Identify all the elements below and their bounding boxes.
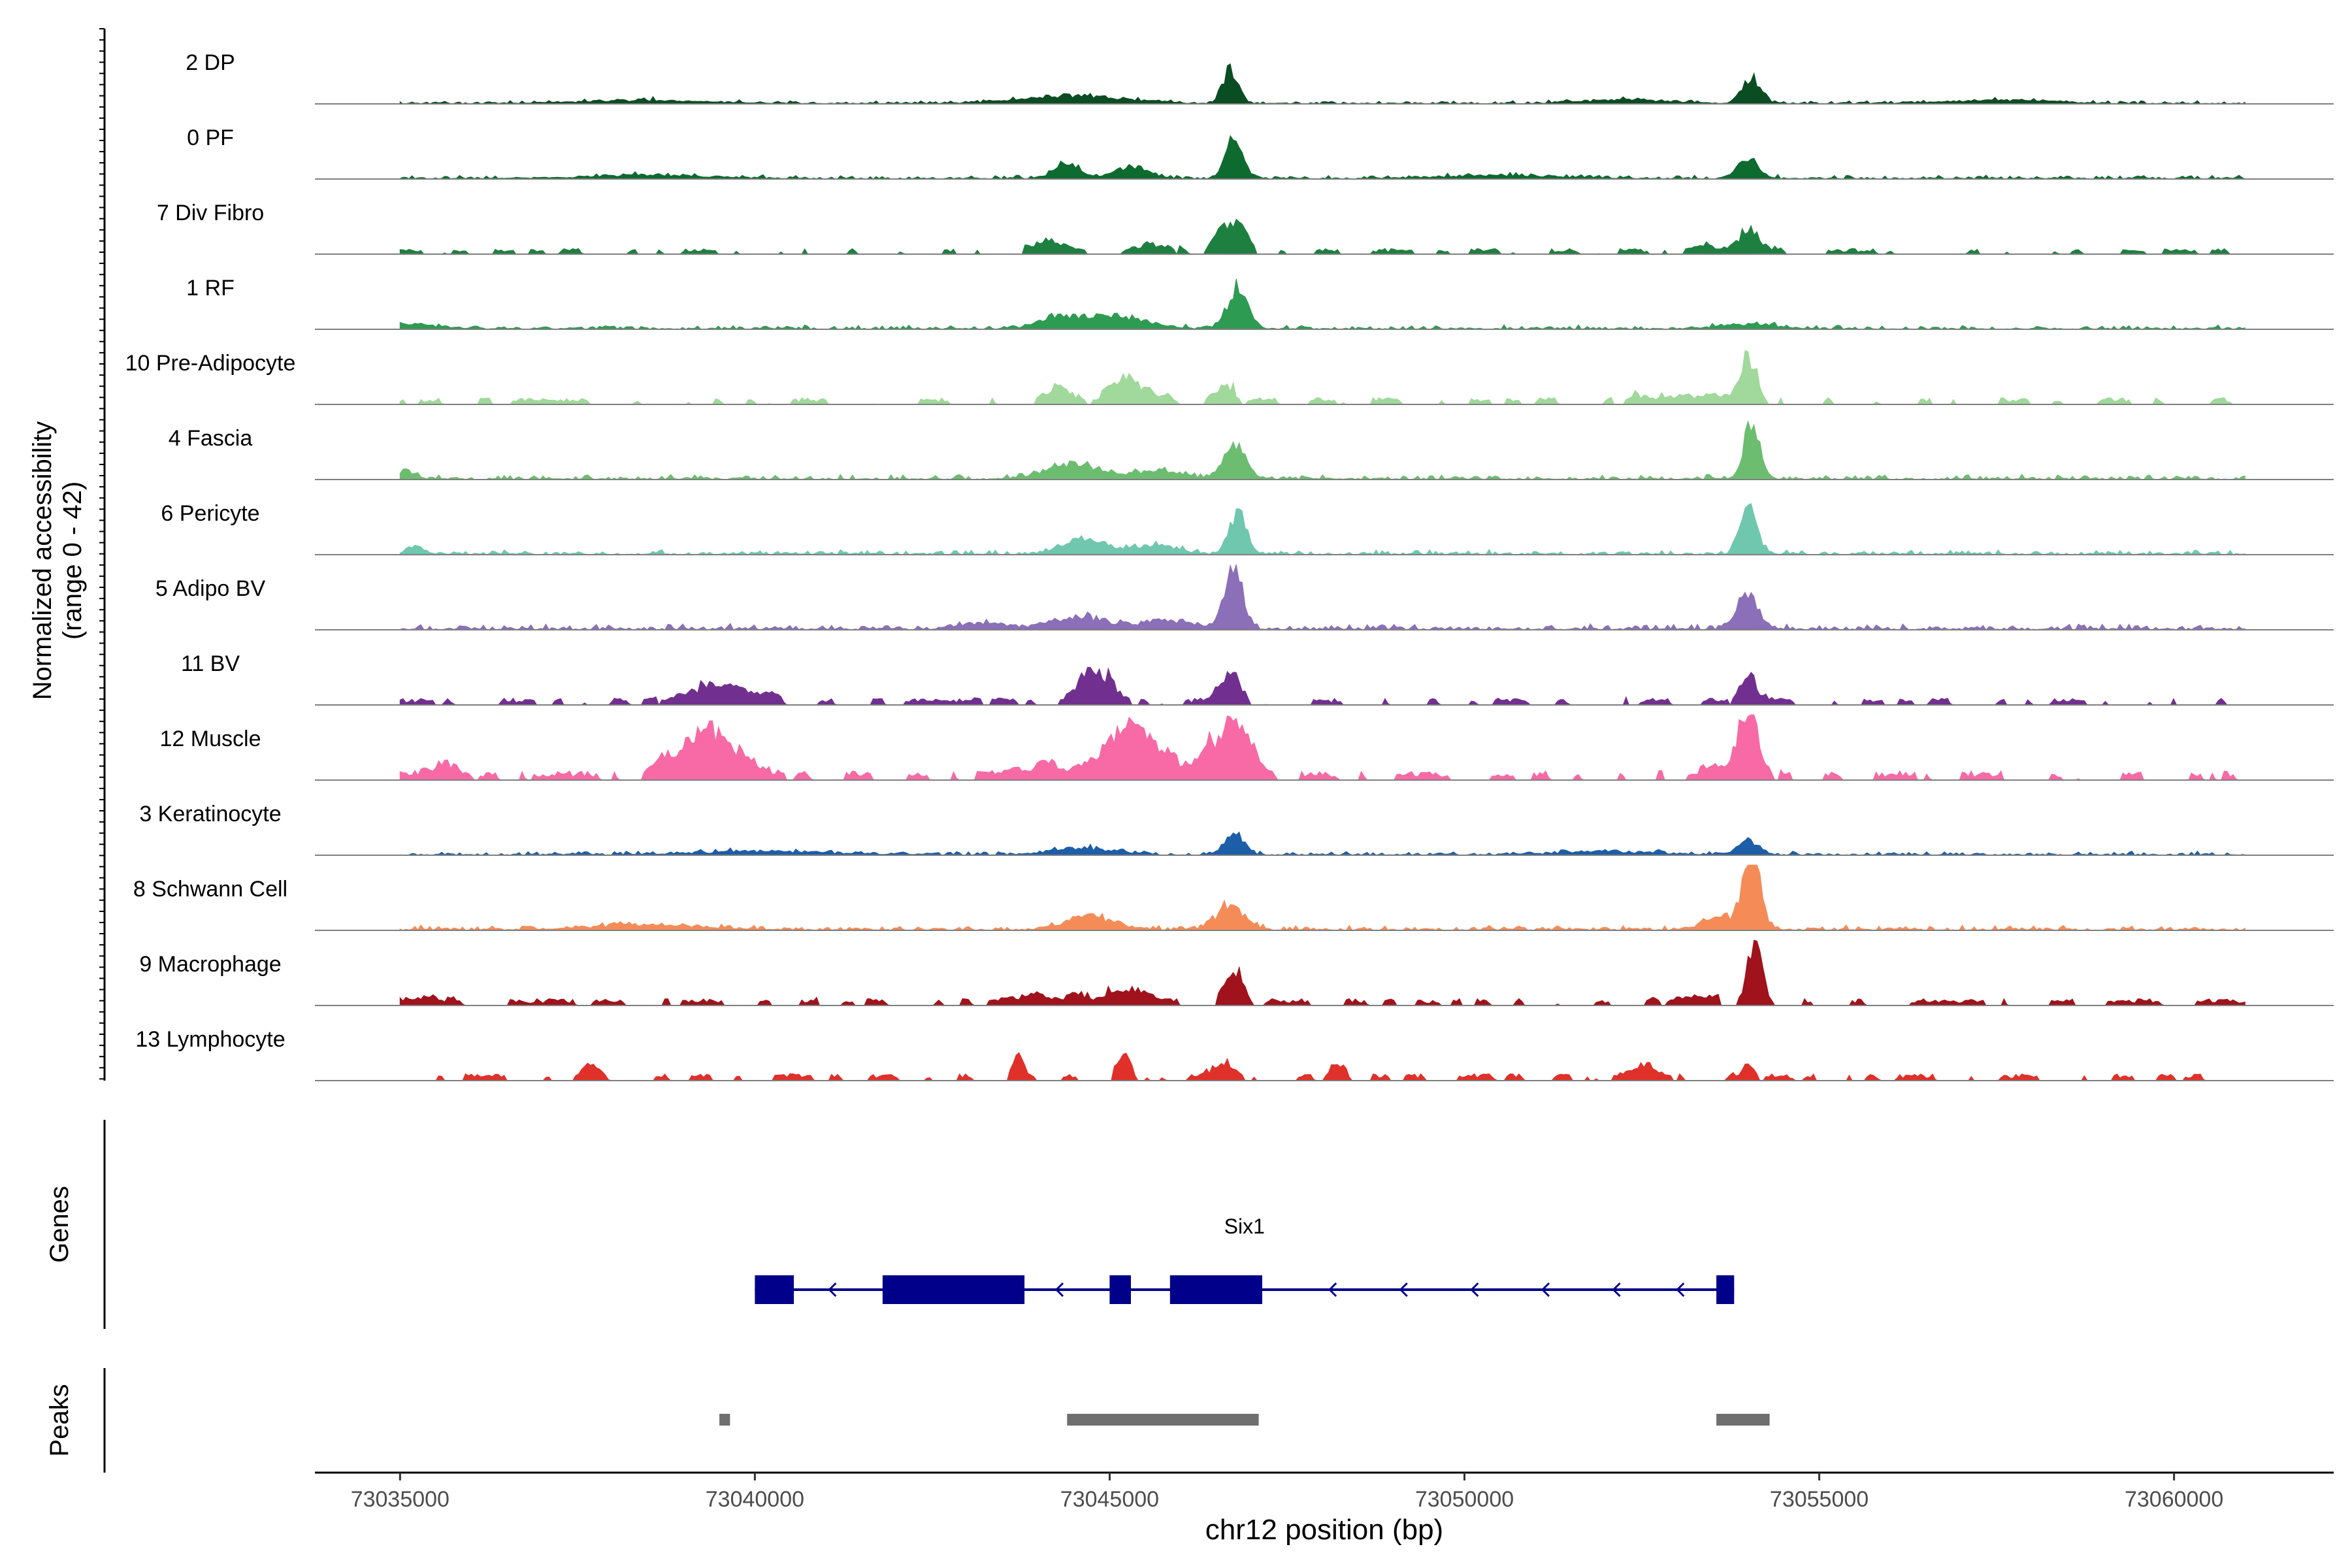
track-2-dp: 2 DP xyxy=(186,50,2334,105)
peaks-panel: Peaks xyxy=(45,1368,1770,1473)
track-11-bv: 11 BV xyxy=(181,651,2334,706)
track-label: 12 Muscle xyxy=(160,727,261,751)
track-13-lymphocyte: 13 Lymphocyte xyxy=(135,1027,2334,1081)
coverage-area xyxy=(399,666,2246,706)
coverage-area xyxy=(399,1052,2246,1081)
x-tick-label: 73055000 xyxy=(1770,1487,1869,1512)
x-tick-label: 73045000 xyxy=(1060,1487,1159,1512)
track-8-schwann-cell: 8 Schwann Cell xyxy=(133,864,2334,931)
peak-regions xyxy=(719,1414,1770,1426)
coverage-area xyxy=(399,864,2246,931)
gene-exon xyxy=(1109,1275,1131,1304)
coverage-area xyxy=(399,564,2246,630)
coverage-area xyxy=(399,218,2246,255)
coverage-area xyxy=(399,939,2246,1006)
gene-name-label: Six1 xyxy=(1224,1215,1265,1238)
track-10-pre-adipocyte: 10 Pre-Adipocyte xyxy=(125,350,2334,405)
coverage-area xyxy=(399,419,2246,480)
coverage-area xyxy=(399,831,2246,856)
strand-arrow xyxy=(1676,1282,1685,1298)
gene-exon xyxy=(1169,1275,1262,1304)
track-label: 1 RF xyxy=(186,276,235,301)
tracks: 2 DP 0 PF 7 Div Fibro 1 RF 10 Pre-Adipocyte 4… xyxy=(125,50,2334,1081)
peak-region xyxy=(1067,1414,1259,1426)
genes-panel: Genes Six1 xyxy=(45,1120,1735,1329)
track-label: 3 Keratinocyte xyxy=(139,802,281,826)
strand-arrow xyxy=(1612,1282,1621,1298)
track-label: 4 Fascia xyxy=(169,426,253,451)
track-label: 13 Lymphocyte xyxy=(135,1027,285,1052)
track-label: 11 BV xyxy=(181,651,240,676)
coverage-area xyxy=(399,278,2246,330)
accessibility-panel: Normalized accessibility (range 0 - 42) … xyxy=(28,28,2334,1081)
strand-arrow xyxy=(1225,1282,1234,1298)
track-5-adipo-bv: 5 Adipo BV xyxy=(155,564,2334,630)
coverage-area xyxy=(399,502,2246,555)
x-tick-label: 73060000 xyxy=(2125,1487,2223,1512)
strand-arrow xyxy=(828,1282,837,1298)
strand-arrow xyxy=(1541,1282,1550,1298)
peak-region xyxy=(1716,1414,1770,1426)
track-7-div-fibro: 7 Div Fibro xyxy=(157,201,2334,255)
y-axis-label-line1: Normalized accessibility xyxy=(28,421,57,700)
x-axis: 73035000 73040000 73045000 73050000 73055000… xyxy=(315,1471,2334,1546)
track-label: 7 Div Fibro xyxy=(157,201,264,225)
gene-exon xyxy=(1716,1275,1735,1304)
track-label: 2 DP xyxy=(186,50,235,75)
track-label: 5 Adipo BV xyxy=(155,576,266,601)
strand-arrow xyxy=(1328,1282,1337,1298)
x-ticks: 73035000 73040000 73045000 73050000 73055000… xyxy=(351,1473,2223,1512)
track-label: 0 PF xyxy=(187,125,234,150)
y-minor-ticks xyxy=(99,28,105,1080)
coverage-area xyxy=(399,135,2246,180)
gene-exon xyxy=(882,1275,1025,1304)
track-1-rf: 1 RF xyxy=(186,276,2334,330)
x-tick-label: 73040000 xyxy=(706,1487,804,1512)
track-label: 8 Schwann Cell xyxy=(133,877,287,902)
track-label: 10 Pre-Adipocyte xyxy=(125,351,296,376)
y-axis-label-line2: (range 0 - 42) xyxy=(58,482,87,640)
coverage-area xyxy=(399,350,2246,405)
x-tick-label: 73035000 xyxy=(351,1487,449,1512)
track-6-pericyte: 6 Pericyte xyxy=(161,501,2334,555)
track-0-pf: 0 PF xyxy=(187,125,2334,180)
peak-region xyxy=(719,1414,730,1426)
track-3-keratinocyte: 3 Keratinocyte xyxy=(139,802,2334,856)
genes-y-label: Genes xyxy=(45,1186,74,1263)
track-label: 6 Pericyte xyxy=(161,501,259,526)
track-12-muscle: 12 Muscle xyxy=(160,714,2334,781)
x-axis-label: chr12 position (bp) xyxy=(1205,1514,1443,1546)
strand-arrow xyxy=(1054,1282,1064,1298)
peaks-y-label: Peaks xyxy=(45,1384,74,1456)
coverage-area xyxy=(399,714,2246,781)
gene-model xyxy=(755,1275,1735,1304)
gene-exon xyxy=(755,1275,794,1304)
track-label: 9 Macrophage xyxy=(139,952,281,977)
strand-arrow xyxy=(1470,1282,1479,1298)
coverage-area xyxy=(399,63,2246,105)
track-4-fascia: 4 Fascia xyxy=(169,419,2334,480)
track-9-macrophage: 9 Macrophage xyxy=(139,939,2334,1006)
strand-arrow xyxy=(1399,1282,1408,1298)
x-tick-label: 73050000 xyxy=(1415,1487,1514,1512)
